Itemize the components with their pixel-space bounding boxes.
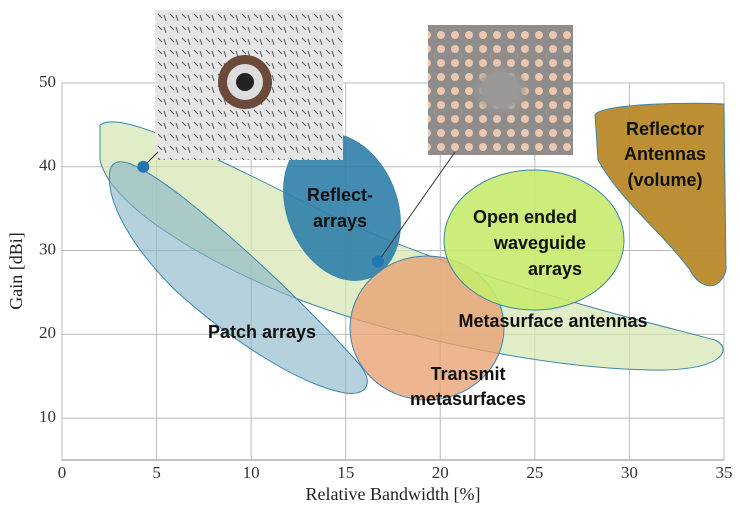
region-label: Reflect- bbox=[307, 185, 373, 205]
x-tick-label: 0 bbox=[58, 463, 67, 482]
x-tick-label: 15 bbox=[337, 463, 354, 482]
region-label: Open ended bbox=[473, 207, 577, 227]
x-tick-label: 20 bbox=[432, 463, 449, 482]
x-tick-label: 30 bbox=[621, 463, 638, 482]
x-tick-label: 35 bbox=[716, 463, 733, 482]
region-label: Reflector bbox=[626, 119, 704, 139]
region-label: (volume) bbox=[627, 170, 702, 190]
x-tick-label: 25 bbox=[526, 463, 543, 482]
y-axis-label: Gain [dBi] bbox=[6, 232, 26, 309]
region-label: Metasurface antennas bbox=[458, 311, 647, 331]
region-label: Transmit bbox=[430, 364, 505, 384]
y-tick-label: 40 bbox=[39, 156, 56, 175]
region bbox=[349, 255, 505, 401]
region-label: arrays bbox=[528, 259, 582, 279]
x-axis-label: Relative Bandwidth [%] bbox=[306, 484, 481, 504]
region bbox=[108, 161, 368, 394]
photo-2 bbox=[379, 25, 573, 260]
regions bbox=[99, 102, 727, 401]
region-label: metasurfaces bbox=[410, 389, 526, 409]
point bbox=[137, 160, 150, 173]
point bbox=[371, 255, 384, 268]
points bbox=[137, 160, 384, 268]
region bbox=[594, 102, 727, 287]
region-label: Antennas bbox=[624, 144, 706, 164]
region bbox=[443, 169, 625, 311]
photo-1 bbox=[145, 10, 343, 165]
x-tick-label: 10 bbox=[243, 463, 260, 482]
y-tick-label: 30 bbox=[39, 239, 56, 258]
y-tick-label: 20 bbox=[39, 323, 56, 342]
x-tick-label: 5 bbox=[152, 463, 161, 482]
y-tick-label: 50 bbox=[39, 72, 56, 91]
region-label: waveguide bbox=[493, 233, 586, 253]
region-label: arrays bbox=[313, 211, 367, 231]
y-tick-label: 10 bbox=[39, 407, 56, 426]
region-label: Patch arrays bbox=[208, 322, 316, 342]
